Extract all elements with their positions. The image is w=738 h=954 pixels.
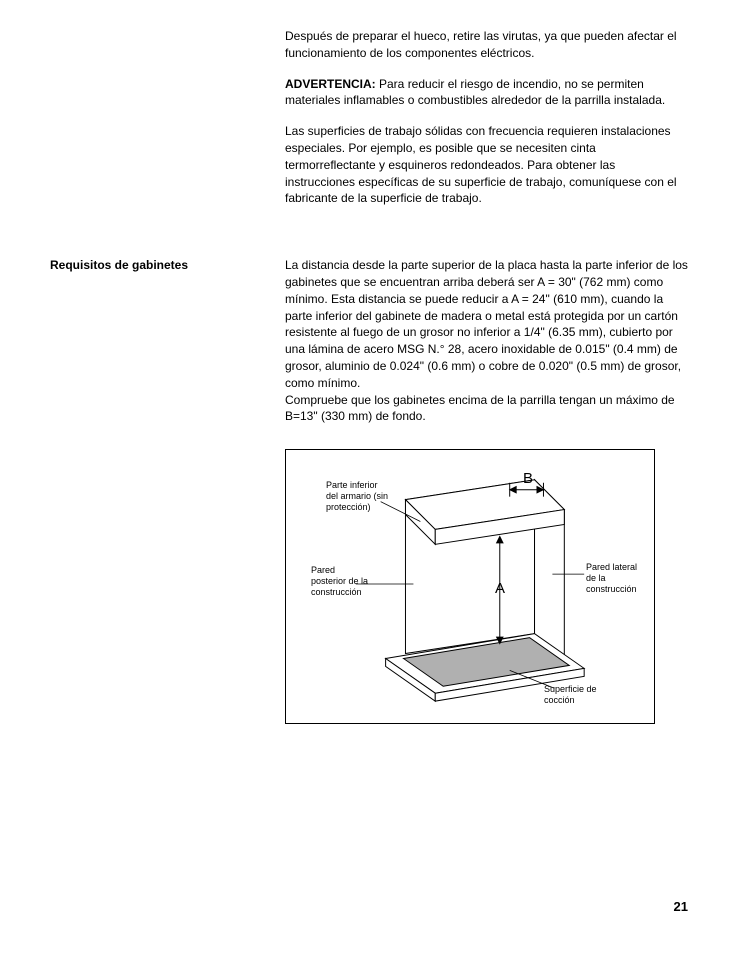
label-side-wall: Pared lateral de la construcción — [586, 562, 646, 594]
label-a: A — [495, 580, 505, 598]
page-number: 21 — [674, 898, 688, 916]
warning-label: ADVERTENCIA: — [285, 77, 376, 91]
cabinet-diagram: Parte inferior del armario (sin protecci… — [285, 449, 655, 724]
label-rear-wall: Pared posterior de la construcción — [311, 565, 371, 597]
paragraph-1: Después de preparar el hueco, retire las… — [285, 28, 688, 62]
section-body-1: La distancia desde la parte superior de … — [285, 257, 688, 391]
section-title: Requisitos de gabinetes — [50, 257, 265, 274]
intro-block: Después de preparar el hueco, retire las… — [50, 28, 688, 221]
section-body-2: Compruebe que los gabinetes encima de la… — [285, 392, 688, 426]
label-cabinet-bottom: Parte inferior del armario (sin protecci… — [326, 480, 391, 512]
label-cooktop: Superficie de cocción — [544, 684, 614, 706]
section-cabinet-req: Requisitos de gabinetes La distancia des… — [50, 257, 688, 425]
page-content: Después de preparar el hueco, retire las… — [50, 28, 688, 724]
label-b: B — [523, 470, 533, 488]
paragraph-3: Las superficies de trabajo sólidas con f… — [285, 123, 688, 207]
paragraph-warning: ADVERTENCIA: Para reducir el riesgo de i… — [285, 76, 688, 110]
